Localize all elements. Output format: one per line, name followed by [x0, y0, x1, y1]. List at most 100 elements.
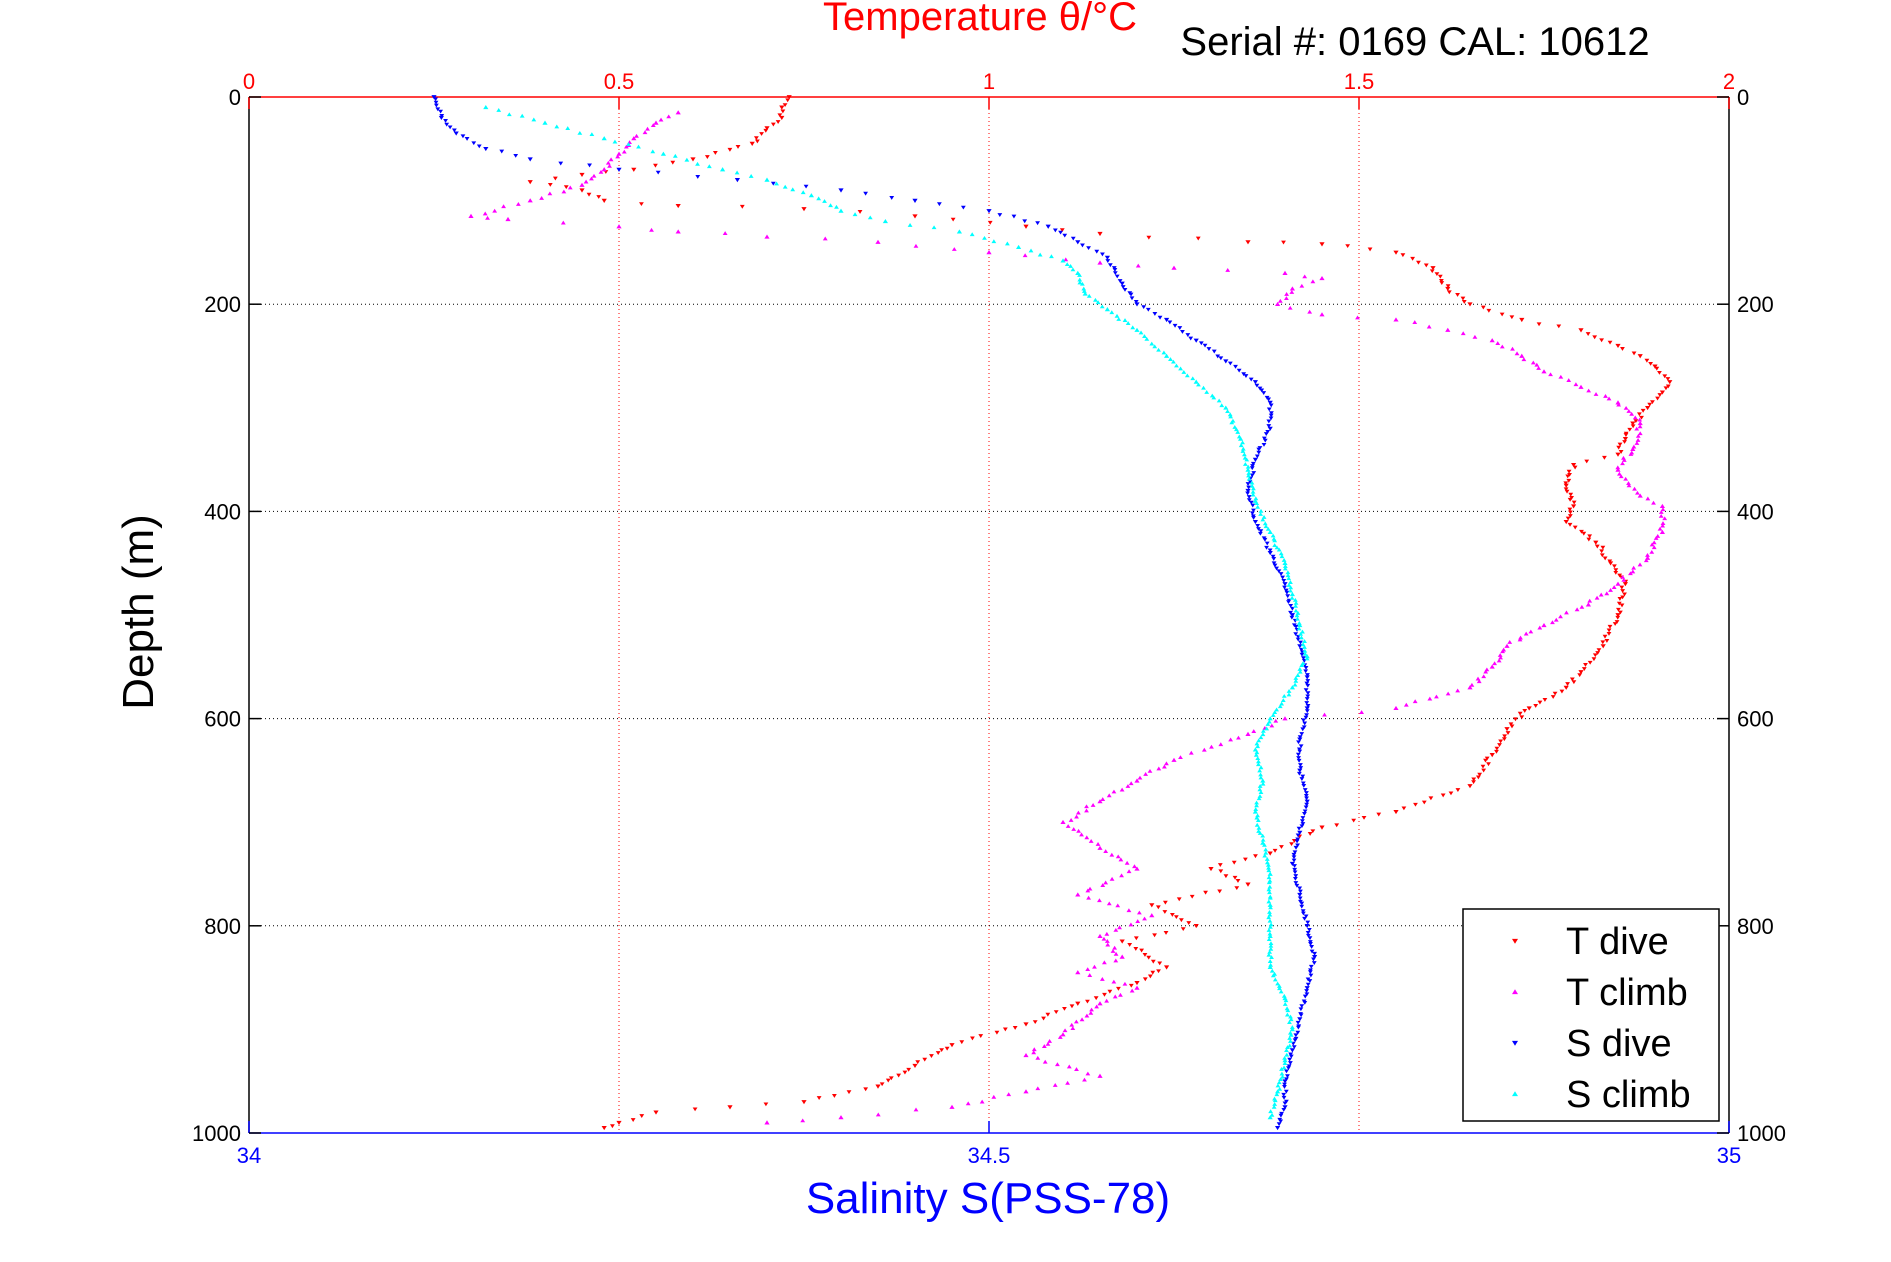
data-point	[1281, 1092, 1287, 1097]
data-point	[1066, 1064, 1072, 1069]
data-point	[1092, 964, 1097, 969]
data-point	[786, 95, 792, 100]
data-point	[1523, 631, 1529, 636]
data-point	[1250, 492, 1256, 497]
data-point	[1079, 832, 1084, 837]
data-point	[1291, 858, 1297, 863]
data-point	[1157, 961, 1163, 966]
data-point	[1270, 713, 1276, 717]
data-point	[1266, 887, 1272, 892]
data-point	[1267, 551, 1273, 556]
data-point	[1289, 685, 1295, 690]
data-point	[1312, 951, 1318, 956]
data-point	[496, 108, 502, 112]
data-point	[1623, 405, 1629, 410]
data-point	[764, 1120, 770, 1125]
data-point	[1115, 903, 1121, 908]
data-point	[1276, 1080, 1282, 1085]
data-point	[1626, 483, 1632, 488]
data-point	[1630, 446, 1636, 452]
data-point	[950, 217, 956, 222]
data-point	[1254, 815, 1260, 820]
data-point	[1234, 886, 1240, 891]
data-point	[1302, 788, 1308, 793]
data-point	[1266, 937, 1272, 942]
data-point	[1604, 591, 1610, 596]
data-point	[1303, 688, 1309, 693]
data-point	[1657, 526, 1663, 531]
data-point	[1292, 850, 1298, 855]
data-point	[1307, 970, 1313, 975]
data-point	[779, 115, 785, 121]
data-point	[1260, 833, 1266, 838]
data-point	[438, 115, 444, 121]
data-point	[1607, 624, 1613, 629]
data-point	[527, 157, 533, 162]
data-point	[634, 133, 639, 138]
data-point	[653, 1110, 659, 1115]
data-point	[1272, 848, 1278, 853]
data-point	[439, 113, 445, 118]
legend-label: T dive	[1566, 921, 1669, 963]
data-point	[579, 172, 585, 178]
data-point	[1077, 280, 1083, 285]
legend-box	[1462, 908, 1720, 1122]
data-point	[1304, 791, 1309, 795]
data-point	[435, 107, 441, 112]
data-point	[1267, 895, 1273, 900]
data-point	[1293, 1033, 1299, 1038]
data-point	[1242, 462, 1248, 466]
data-point	[1594, 595, 1600, 600]
data-point	[1282, 1058, 1288, 1063]
data-point	[1629, 411, 1635, 416]
data-point	[1069, 1004, 1075, 1009]
data-point	[1282, 1055, 1287, 1060]
data-point	[1174, 363, 1179, 368]
data-point	[790, 187, 796, 192]
data-point	[1060, 258, 1066, 263]
data-point	[1195, 236, 1201, 241]
legend-label: S climb	[1566, 1074, 1691, 1116]
data-point	[1581, 667, 1587, 672]
data-point	[1401, 806, 1407, 811]
data-point	[1137, 775, 1143, 780]
data-point	[1440, 793, 1446, 798]
data-point	[1600, 644, 1606, 649]
data-point	[1291, 855, 1297, 860]
data-point	[1031, 1050, 1037, 1055]
data-point	[1238, 436, 1244, 441]
data-point	[867, 215, 873, 220]
data-point	[1225, 268, 1231, 272]
data-point	[1455, 688, 1461, 693]
data-point	[834, 204, 839, 209]
data-point	[1250, 461, 1256, 466]
data-point	[1132, 864, 1137, 869]
data-point	[1065, 824, 1071, 828]
data-point	[1298, 889, 1303, 894]
data-point	[1284, 1077, 1289, 1082]
data-point	[565, 126, 571, 131]
data-point	[1058, 230, 1063, 235]
data-point	[1297, 669, 1303, 674]
data-point	[1299, 819, 1305, 824]
data-point	[1293, 632, 1299, 637]
data-point	[1429, 269, 1435, 274]
data-point	[1236, 434, 1242, 439]
data-point	[567, 185, 573, 190]
data-point	[1047, 1039, 1053, 1043]
data-point	[978, 1034, 984, 1038]
data-point	[650, 149, 656, 154]
data-point	[1298, 631, 1304, 636]
data-point	[991, 1094, 997, 1099]
data-point	[1097, 231, 1103, 237]
data-point	[1246, 498, 1252, 503]
data-point	[1258, 765, 1264, 770]
data-point	[1626, 481, 1631, 486]
data-point	[1636, 412, 1642, 417]
data-point	[1617, 471, 1622, 476]
data-point	[1299, 904, 1305, 909]
data-point	[1042, 1059, 1048, 1064]
data-point	[1295, 637, 1301, 642]
data-point	[1310, 279, 1316, 284]
data-point	[838, 1115, 844, 1120]
